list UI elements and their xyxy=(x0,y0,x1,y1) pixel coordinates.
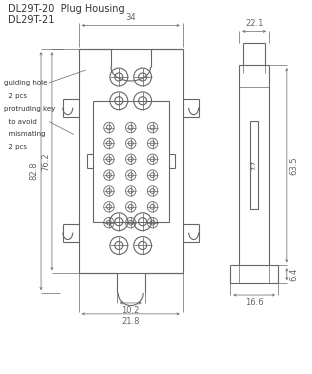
Text: 7.7: 7.7 xyxy=(251,160,256,170)
Text: protruding key: protruding key xyxy=(4,106,56,112)
Text: 2 pcs: 2 pcs xyxy=(4,144,27,150)
Text: 22.1: 22.1 xyxy=(245,19,263,28)
Text: 82.8: 82.8 xyxy=(29,162,38,180)
Text: 76.2: 76.2 xyxy=(41,152,50,171)
Text: 21.8: 21.8 xyxy=(121,317,140,326)
Text: DL29T-20  Plug Housing: DL29T-20 Plug Housing xyxy=(8,4,125,13)
Text: 10.2: 10.2 xyxy=(122,306,140,315)
Text: 63.5: 63.5 xyxy=(290,156,299,175)
Text: 34: 34 xyxy=(125,13,136,22)
Text: 6.4: 6.4 xyxy=(290,267,299,281)
Text: mismating: mismating xyxy=(4,132,46,138)
Text: to avoid: to avoid xyxy=(4,119,37,125)
Text: 2 pcs: 2 pcs xyxy=(4,93,27,99)
Bar xyxy=(250,121,258,209)
Text: 16.6: 16.6 xyxy=(245,298,263,307)
Text: DL29T-21: DL29T-21 xyxy=(8,15,55,25)
Bar xyxy=(93,101,169,222)
Text: guiding hole: guiding hole xyxy=(4,80,48,86)
